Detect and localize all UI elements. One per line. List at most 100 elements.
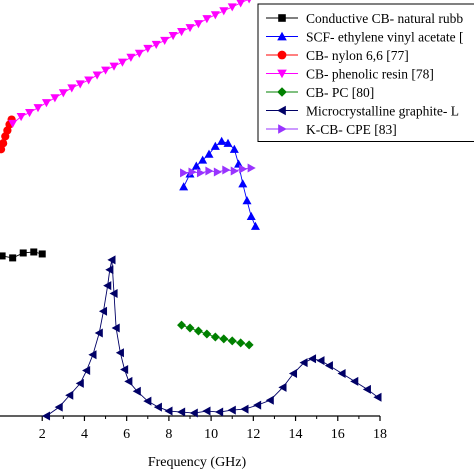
data-point — [193, 326, 203, 336]
data-point — [151, 40, 161, 49]
data-point — [247, 0, 252, 4]
x-tick-label: 14 — [289, 427, 303, 442]
series-6 — [180, 163, 256, 178]
data-point — [84, 76, 94, 85]
data-point — [198, 155, 208, 164]
data-point — [247, 163, 256, 173]
legend-label: SCF- ethylene vinyl acetate [ — [306, 30, 464, 45]
data-point — [202, 406, 211, 416]
legend-marker — [277, 105, 286, 116]
data-point — [179, 182, 189, 191]
x-tick-label: 4 — [81, 427, 88, 442]
data-point — [54, 402, 63, 412]
series-2 — [0, 115, 16, 154]
data-point — [240, 404, 249, 414]
data-point — [19, 249, 27, 257]
data-point — [168, 31, 178, 41]
data-point — [94, 328, 103, 338]
data-point — [204, 149, 214, 158]
data-point — [126, 53, 136, 62]
data-point — [210, 332, 220, 342]
data-point — [238, 179, 248, 188]
data-point — [30, 248, 38, 256]
data-point — [117, 58, 127, 67]
data-point — [92, 71, 102, 80]
data-point — [164, 406, 173, 416]
data-point — [219, 7, 229, 16]
legend-marker — [277, 69, 287, 79]
data-point — [239, 164, 248, 174]
data-point — [101, 66, 111, 75]
data-point — [177, 320, 187, 330]
legend-label: K-CB- CPE [83] — [306, 122, 397, 137]
data-point — [222, 165, 231, 175]
data-point — [227, 405, 236, 415]
data-point — [253, 400, 262, 410]
data-point — [103, 281, 112, 291]
data-point — [185, 24, 195, 33]
data-point — [38, 250, 46, 258]
data-point — [115, 348, 124, 358]
data-point — [265, 395, 274, 405]
data-point — [307, 354, 317, 364]
data-point — [362, 384, 371, 394]
legend-marker — [278, 124, 287, 134]
data-point — [33, 104, 43, 113]
data-point — [191, 161, 201, 170]
legend-label: CB- phenolic resin [78] — [306, 67, 434, 82]
data-point — [227, 3, 237, 12]
data-point — [120, 365, 129, 375]
data-point — [242, 196, 252, 205]
data-point — [75, 80, 85, 89]
legend-label: Conductive CB- natural rubb — [306, 11, 463, 26]
x-tick-label: 8 — [165, 427, 172, 442]
data-point — [82, 366, 91, 376]
data-point — [316, 356, 325, 366]
data-point — [278, 382, 287, 392]
data-point — [25, 109, 35, 118]
data-point — [189, 408, 198, 418]
data-point — [337, 369, 346, 379]
data-point — [88, 350, 97, 360]
data-point — [67, 84, 77, 93]
data-point — [236, 338, 246, 348]
data-point — [41, 99, 51, 108]
data-point — [160, 36, 170, 46]
series-layer — [0, 0, 382, 421]
data-point — [223, 138, 233, 147]
data-point — [236, 0, 245, 8]
data-point — [8, 119, 18, 129]
legend-label: CB- PC [80] — [306, 85, 374, 100]
data-point — [202, 329, 212, 339]
data-point — [373, 392, 382, 402]
data-point — [219, 334, 229, 344]
data-point — [217, 136, 227, 145]
legend: Conductive CB- natural rubb SCF- ethylene… — [257, 3, 474, 142]
x-tick-label: 16 — [331, 427, 345, 442]
legend-marker — [277, 50, 287, 60]
data-point — [50, 94, 60, 103]
x-ticks: 2 4 6 8 10 12 14 16 18 — [39, 416, 387, 442]
data-point — [9, 254, 17, 262]
data-point — [230, 166, 239, 176]
data-point — [143, 44, 153, 53]
x-tick-label: 10 — [204, 427, 218, 442]
x-tick-label: 18 — [373, 427, 387, 442]
data-point — [109, 288, 118, 298]
data-point — [205, 166, 214, 176]
data-point — [185, 323, 195, 333]
data-point — [177, 28, 187, 37]
data-point — [58, 89, 68, 98]
data-point — [177, 407, 186, 417]
data-point — [244, 340, 254, 350]
data-point — [227, 336, 237, 346]
data-point — [111, 323, 120, 333]
data-point — [188, 167, 197, 177]
series-5 — [41, 255, 382, 421]
data-point — [210, 141, 220, 150]
data-point — [124, 376, 133, 386]
data-point — [132, 386, 141, 396]
data-point — [193, 20, 203, 29]
x-tick-label: 2 — [39, 427, 46, 442]
